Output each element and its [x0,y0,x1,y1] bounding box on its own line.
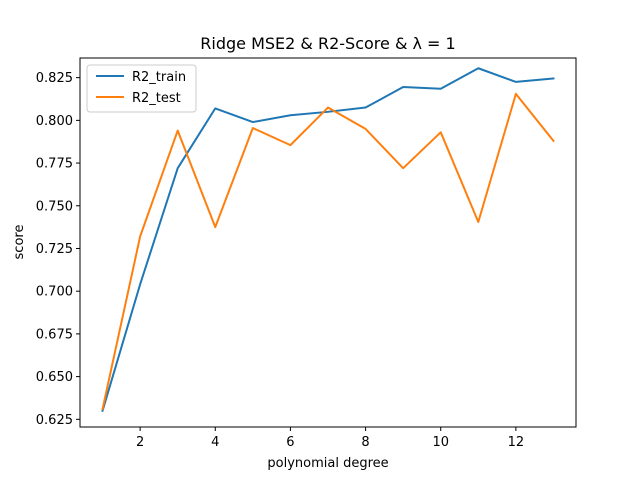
y-tick-label: 0.650 [36,370,73,385]
y-tick-label: 0.775 [36,157,73,172]
y-tick-label: 0.675 [36,327,73,342]
y-axis: 0.625 0.650 0.675 0.700 0.725 0.750 0.775 0.800… [36,71,80,428]
y-tick-label: 0.800 [36,114,73,129]
y-axis-title: score [12,225,27,260]
y-tick-label: 0.825 [36,71,73,86]
x-tick-label: 10 [432,435,449,450]
y-tick-label: 0.700 [36,285,73,300]
series-line-r2-train [101,67,555,413]
x-tick-label: 8 [361,435,369,450]
x-tick-label: 4 [211,435,219,450]
x-tick-label: 6 [286,435,294,450]
chart-title: Ridge MSE2 & R2-Score & λ = 1 [200,34,455,53]
x-tick-label: 2 [136,435,144,450]
x-axis-title: polynomial degree [267,456,388,471]
plot-area [101,67,555,413]
legend: R2_train R2_test [86,64,197,113]
y-tick-label: 0.625 [36,413,73,428]
y-tick-label: 0.725 [36,242,73,257]
x-tick-label: 12 [508,435,525,450]
series-line-r2-test [101,92,555,411]
x-axis: 2 4 6 8 10 12 [136,427,524,450]
y-tick-label: 0.750 [36,199,73,214]
legend-label-r2-test: R2_test [132,91,181,106]
plot-frame [79,57,577,428]
legend-label-r2-train: R2_train [132,70,186,85]
